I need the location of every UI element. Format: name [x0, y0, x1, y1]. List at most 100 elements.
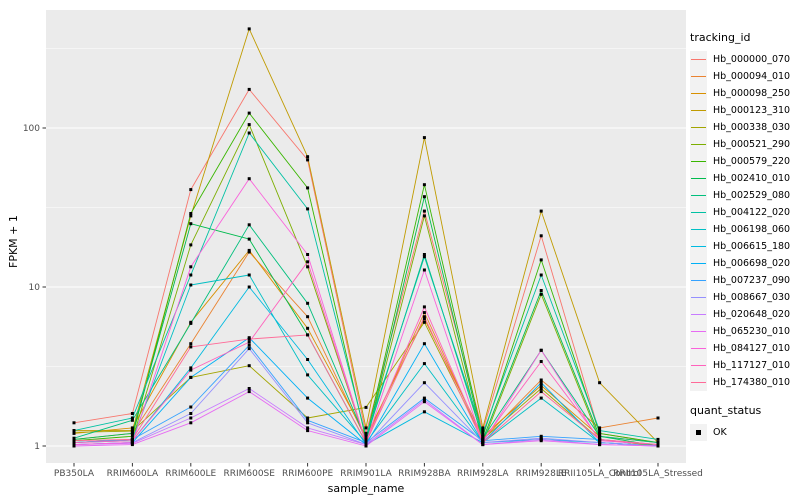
legend-key-box [690, 238, 707, 255]
data-point [422, 183, 426, 187]
legend-item-Hb_002410_010: Hb_002410_010 [690, 170, 790, 187]
legend-item-label: Hb_008667_030 [713, 292, 791, 303]
legend-key-box [690, 102, 707, 119]
legend-item-ok: OK [690, 424, 790, 441]
legend-item-Hb_000338_030: Hb_000338_030 [690, 119, 790, 136]
data-point [72, 441, 76, 445]
data-point [656, 437, 660, 441]
data-point [539, 384, 543, 387]
legend-key-box [690, 272, 707, 289]
legend-item-Hb_004122_020: Hb_004122_020 [690, 204, 790, 221]
legend-item-label: Hb_000000_070 [713, 54, 791, 65]
line-swatch-icon [691, 280, 706, 282]
data-point [422, 396, 426, 400]
data-point [364, 437, 368, 441]
data-point [539, 434, 543, 438]
tracking-id-legend-items: Hb_000000_070 Hb_000094_010 Hb_000098_250 H… [690, 51, 790, 391]
x-tick-label: RRII105LA_Control [558, 469, 641, 479]
data-point [247, 111, 251, 115]
legend-item-Hb_000098_250: Hb_000098_250 [690, 85, 790, 102]
line-swatch-icon [691, 246, 706, 248]
legend-item-Hb_006198_060: Hb_006198_060 [690, 221, 790, 238]
legend-key-box [690, 357, 707, 374]
x-tick-label: RRIM928LA [457, 469, 509, 479]
line-swatch-icon [691, 314, 706, 316]
legend-item-Hb_000579_220: Hb_000579_220 [690, 153, 790, 170]
data-point [539, 273, 543, 277]
data-point [130, 426, 134, 430]
data-point [189, 421, 193, 425]
data-point [539, 360, 543, 363]
line-swatch-icon [691, 59, 706, 61]
data-point [422, 315, 426, 319]
legend-key-box [690, 153, 707, 170]
data-point [422, 362, 426, 366]
legend-item-label: Hb_004122_020 [713, 207, 791, 218]
data-point [539, 390, 543, 394]
data-point [189, 222, 193, 226]
data-point [598, 429, 602, 433]
data-point [306, 315, 310, 319]
legend-key-box [690, 221, 707, 238]
x-tick-label: RRIM600LE [165, 469, 216, 479]
data-point [72, 443, 76, 447]
legend-key-box [690, 289, 707, 306]
line-swatch-icon [691, 263, 706, 265]
data-point [247, 285, 251, 289]
line-swatch-icon [691, 93, 706, 95]
data-point [598, 426, 602, 430]
data-point [422, 410, 426, 414]
data-point [247, 273, 251, 277]
data-point [481, 441, 485, 445]
line-swatch-icon [691, 212, 706, 214]
data-point [189, 212, 193, 215]
data-point [247, 177, 251, 181]
y-tick-label: 10 [29, 283, 41, 293]
legend-key-box [690, 424, 707, 441]
data-point [364, 434, 368, 438]
data-point [598, 441, 602, 445]
data-point [539, 396, 543, 400]
data-point [598, 381, 602, 385]
legend-item-Hb_008667_030: Hb_008667_030 [690, 289, 790, 306]
legend-key-box [690, 51, 707, 68]
data-point [189, 368, 193, 372]
legend-key-box [690, 340, 707, 357]
data-point [656, 441, 660, 445]
line-swatch-icon [691, 178, 706, 180]
data-point [247, 248, 251, 252]
data-point [189, 214, 193, 218]
data-point [422, 342, 426, 346]
data-point [539, 234, 543, 238]
y-axis-title: FPKM + 1 [7, 215, 20, 268]
legend-item-Hb_000521_290: Hb_000521_290 [690, 136, 790, 153]
legend-item-Hb_007237_090: Hb_007237_090 [690, 272, 790, 289]
data-point [481, 429, 485, 433]
data-point [656, 443, 660, 447]
data-point [598, 431, 602, 435]
line-swatch-icon [691, 382, 706, 384]
data-point [598, 443, 602, 447]
legend-item-Hb_020648_020: Hb_020648_020 [690, 306, 790, 323]
data-point [306, 260, 310, 264]
legend-item-label: Hb_000521_290 [713, 139, 791, 150]
data-point [539, 209, 543, 213]
line-swatch-icon [691, 331, 706, 333]
data-point [189, 188, 193, 192]
y-tick-label: 100 [23, 124, 40, 134]
data-point [422, 253, 426, 256]
data-point [189, 321, 193, 325]
data-point [247, 364, 251, 368]
data-point [72, 436, 76, 440]
legend-item-Hb_117127_010: Hb_117127_010 [690, 357, 790, 374]
data-point [422, 400, 426, 404]
legend-item-label: Hb_174380_010 [713, 377, 791, 388]
legend-key-box [690, 374, 707, 391]
data-point [539, 258, 543, 262]
data-point [189, 345, 193, 349]
data-point [364, 431, 368, 435]
data-point [189, 342, 193, 346]
data-point [598, 434, 602, 438]
legend-item-Hb_002529_080: Hb_002529_080 [690, 187, 790, 204]
data-point [364, 405, 368, 409]
